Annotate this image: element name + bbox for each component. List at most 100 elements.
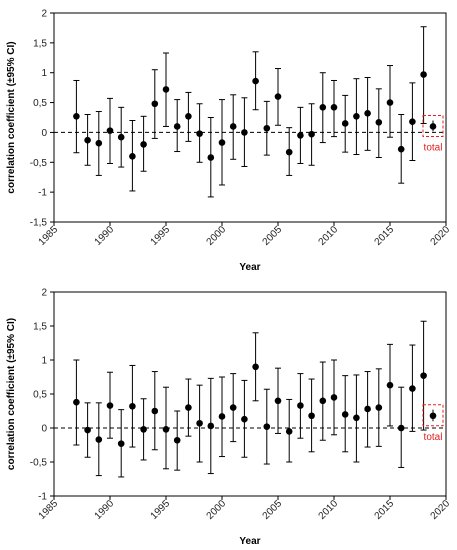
- y-tick-label: 1: [41, 68, 47, 79]
- y-tick-label: 2: [41, 9, 47, 20]
- data-point: [84, 136, 91, 144]
- data-point: [95, 436, 103, 443]
- data-point: [229, 404, 237, 411]
- data-point: [319, 397, 327, 405]
- total-box: [422, 114, 444, 137]
- x-tick-label: 1990: [93, 224, 117, 248]
- data-point: [106, 402, 114, 409]
- x-tick-label: 1990: [93, 498, 117, 522]
- data-point: [95, 139, 103, 147]
- x-tick-label: 2020: [429, 498, 453, 522]
- data-point: [364, 405, 371, 413]
- data-point: [196, 419, 203, 427]
- y-tick-label: -1: [38, 492, 47, 503]
- data-point: [140, 426, 147, 433]
- data-point: [420, 372, 427, 379]
- y-tick-label: -0,5: [30, 458, 48, 469]
- y-axis-title: correlation coefficient (±95% CI): [6, 41, 17, 193]
- data-point: [218, 139, 226, 146]
- data-point: [84, 426, 91, 434]
- plot-frame: [53, 12, 447, 223]
- data-point: [353, 414, 360, 422]
- y-tick-label: 0,5: [33, 390, 47, 401]
- data-point: [241, 415, 248, 423]
- data-point: [285, 428, 293, 435]
- x-tick-label: 2010: [317, 498, 341, 522]
- x-tick-label: 2005: [261, 224, 285, 248]
- data-point: [297, 132, 304, 139]
- x-axis-title: Year: [239, 536, 260, 547]
- x-tick-label: 2020: [429, 224, 453, 248]
- y-axis-title: correlation coefficient (±95% CI): [6, 318, 17, 470]
- total-box: [422, 404, 444, 427]
- data-point: [252, 363, 259, 371]
- y-tick-label: -0,5: [30, 158, 48, 169]
- data-point: [207, 154, 215, 161]
- data-point: [364, 110, 371, 117]
- y-tick-label: 1,5: [33, 322, 47, 333]
- x-tick-label: 2015: [373, 224, 397, 248]
- data-point: [117, 133, 125, 141]
- data-point: [330, 104, 338, 111]
- data-point: [285, 148, 293, 156]
- x-tick-label: 2010: [317, 224, 341, 248]
- x-tick-label: 1995: [149, 224, 173, 248]
- y-tick-label: 1: [41, 356, 47, 367]
- data-point: [409, 118, 416, 125]
- data-point: [420, 71, 427, 78]
- data-point: [173, 436, 181, 444]
- data-point: [375, 404, 383, 411]
- data-point: [162, 426, 170, 433]
- data-point: [308, 412, 315, 420]
- y-tick-label: -1,5: [30, 218, 48, 229]
- data-point: [397, 424, 405, 432]
- data-point: [297, 402, 304, 409]
- data-point: [129, 153, 136, 160]
- plot-frame: [53, 291, 447, 497]
- data-point: [129, 402, 136, 410]
- data-point: [162, 86, 170, 93]
- data-point: [151, 407, 159, 415]
- data-point: [341, 120, 349, 127]
- x-tick-label: 1995: [149, 498, 173, 522]
- data-point: [341, 411, 349, 418]
- y-tick-label: -1: [38, 188, 47, 199]
- data-point: [375, 118, 383, 126]
- data-point: [106, 127, 114, 134]
- data-point: [274, 397, 282, 405]
- x-axis-title: Year: [239, 262, 260, 273]
- data-point: [185, 404, 192, 411]
- data-point: [308, 130, 315, 138]
- data-point: [330, 394, 338, 401]
- y-tick-label: 0,5: [33, 98, 47, 109]
- data-point: [117, 440, 125, 447]
- x-tick-label: 2000: [205, 498, 229, 522]
- x-tick-label: 2015: [373, 498, 397, 522]
- data-point: [386, 381, 394, 389]
- data-point: [274, 93, 282, 100]
- data-point: [353, 113, 360, 120]
- data-point: [185, 113, 192, 120]
- data-point: [218, 413, 226, 420]
- data-point: [140, 141, 147, 148]
- data-point: [241, 129, 248, 136]
- y-tick-label: 2: [41, 288, 47, 299]
- data-point: [73, 398, 80, 406]
- y-tick-label: 0: [41, 128, 47, 139]
- data-point: [397, 145, 405, 153]
- y-tick-label: 1,5: [33, 38, 47, 49]
- data-point: [196, 130, 203, 137]
- data-point: [386, 99, 394, 106]
- x-tick-label: 2005: [261, 498, 285, 522]
- data-point: [409, 385, 416, 392]
- y-tick-label: 0: [41, 424, 47, 435]
- data-point: [252, 77, 259, 85]
- data-point: [207, 422, 215, 430]
- data-point: [73, 113, 80, 120]
- total-label: total: [424, 432, 443, 443]
- data-point: [319, 104, 327, 111]
- data-point: [151, 100, 159, 108]
